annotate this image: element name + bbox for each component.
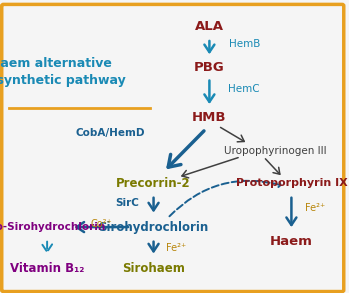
Text: Precorrin-2: Precorrin-2	[116, 177, 191, 190]
Text: Co²⁺: Co²⁺	[90, 219, 112, 229]
Text: Haem alternative
biosynthetic pathway: Haem alternative biosynthetic pathway	[0, 57, 126, 87]
Text: Sirohaem: Sirohaem	[122, 262, 185, 275]
Text: HMB: HMB	[192, 111, 227, 124]
Text: Haem: Haem	[270, 235, 313, 248]
Text: CobA/HemD: CobA/HemD	[75, 128, 145, 138]
Text: Sirohydrochlorin: Sirohydrochlorin	[98, 221, 209, 234]
Text: SirC: SirC	[116, 198, 139, 208]
Text: Vitamin B₁₂: Vitamin B₁₂	[10, 262, 84, 275]
Text: HemC: HemC	[229, 84, 260, 94]
Text: Fe²⁺: Fe²⁺	[305, 203, 326, 213]
FancyBboxPatch shape	[2, 4, 344, 292]
Text: Fe²⁺: Fe²⁺	[166, 243, 186, 253]
Text: ALA: ALA	[195, 20, 224, 33]
Text: HemB: HemB	[229, 39, 260, 49]
Text: PBG: PBG	[194, 61, 225, 74]
Text: Co-Sirohydrochlorin: Co-Sirohydrochlorin	[0, 222, 106, 232]
Text: Protoporphyrin IX: Protoporphyrin IX	[236, 178, 347, 188]
Text: Uropophyrinogen III: Uropophyrinogen III	[224, 146, 327, 156]
